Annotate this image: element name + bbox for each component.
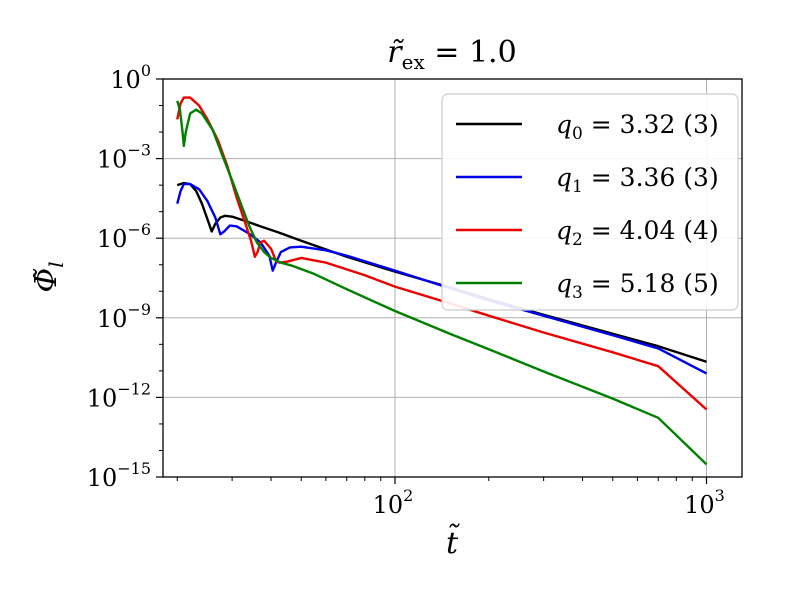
legend-label-2: q2 = 4.04 (4)	[556, 216, 719, 250]
legend: q0 = 3.32 (3) q1 = 3.36 (3) q2 = 4.04 (4) q…	[441, 93, 739, 311]
y-tick-label: 10−3	[97, 141, 151, 174]
y-tick-label: 100	[110, 61, 151, 94]
y-tick-label: 10−9	[97, 300, 151, 333]
title-rest: = 1.0	[425, 35, 517, 70]
y-tick-label: 10−15	[87, 459, 151, 492]
x-tick-label: 102	[373, 486, 414, 519]
y-tick-label: 10−12	[87, 379, 151, 412]
title-sub: ex	[402, 50, 426, 74]
x-axis-title: t̃	[446, 523, 461, 561]
series-line-3	[176, 100, 708, 466]
ticks: 100 10−3 10−6 10−9 10−12 10−15 102 103	[87, 61, 725, 519]
y-tick-label: 10−6	[97, 220, 151, 253]
x-tick-label: 103	[684, 486, 725, 519]
y-axis-title: Φ̃l	[29, 261, 68, 292]
y-axis-title-base: Φ̃	[29, 268, 64, 293]
chart-title: r̃ex = 1.0	[387, 35, 516, 74]
plot-frame	[162, 78, 743, 478]
legend-box	[441, 93, 739, 311]
legend-label-0: q0 = 3.32 (3)	[556, 110, 719, 144]
title-base: r̃	[387, 35, 404, 70]
legend-label-3: q3 = 5.18 (5)	[556, 269, 719, 303]
legend-label-1: q1 = 3.36 (3)	[556, 163, 719, 197]
y-axis-title-sub: l	[44, 261, 68, 267]
